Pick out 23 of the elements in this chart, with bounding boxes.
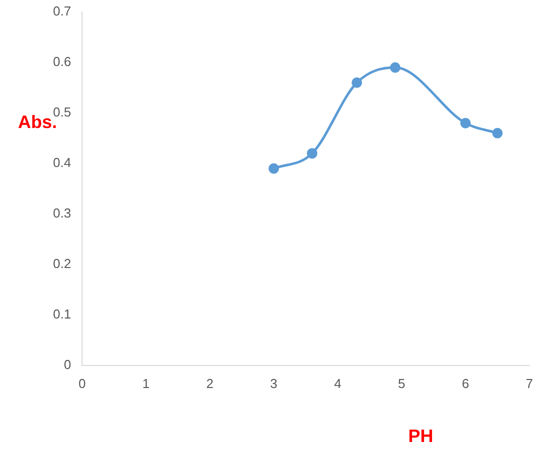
x-tick-label: 1 bbox=[142, 376, 150, 391]
y-tick-label: 0.2 bbox=[52, 256, 72, 272]
x-axis-title: PH bbox=[408, 426, 434, 446]
point bbox=[268, 163, 280, 174]
y-tick-label: 0.6 bbox=[52, 54, 72, 70]
point bbox=[492, 128, 503, 138]
x-tick-label: 4 bbox=[334, 376, 342, 391]
point bbox=[306, 148, 318, 159]
y-tick-label: 0.7 bbox=[52, 4, 72, 19]
x-tick-label: 0 bbox=[78, 376, 86, 391]
x-tick-label: 7 bbox=[526, 376, 533, 391]
x-tick-label: 2 bbox=[206, 376, 214, 391]
x-tick-label: 3 bbox=[270, 376, 278, 391]
y-tick-label: 0.4 bbox=[52, 155, 72, 170]
x-tick-label: 5 bbox=[398, 376, 406, 391]
x-tick-label: 6 bbox=[462, 376, 470, 391]
y-tick-label: 0 bbox=[64, 356, 72, 372]
point bbox=[390, 62, 400, 73]
y-tick-label: 0.5 bbox=[52, 104, 72, 120]
point bbox=[352, 77, 362, 88]
y-tick-label: 0.1 bbox=[52, 306, 72, 322]
point bbox=[460, 118, 471, 128]
y-tick-label: 0.3 bbox=[52, 206, 72, 221]
